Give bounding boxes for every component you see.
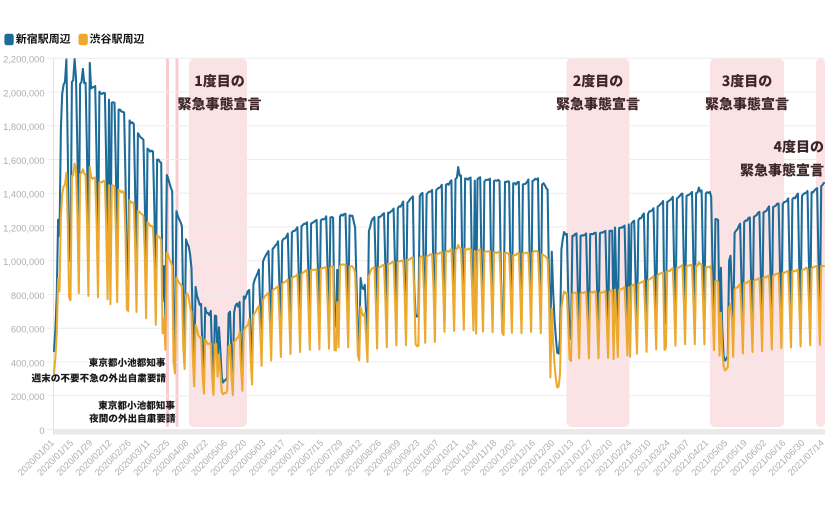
svg-text:200,000: 200,000 bbox=[11, 392, 45, 402]
svg-text:1,400,000: 1,400,000 bbox=[3, 190, 44, 200]
svg-text:400,000: 400,000 bbox=[11, 358, 45, 368]
svg-text:600,000: 600,000 bbox=[11, 325, 45, 335]
svg-text:1,200,000: 1,200,000 bbox=[3, 223, 44, 233]
svg-text:1,800,000: 1,800,000 bbox=[3, 122, 44, 132]
svg-text:800,000: 800,000 bbox=[11, 291, 45, 301]
svg-text:1,600,000: 1,600,000 bbox=[3, 156, 44, 166]
svg-text:2,000,000: 2,000,000 bbox=[3, 88, 44, 98]
svg-text:0: 0 bbox=[39, 426, 44, 436]
svg-text:1,000,000: 1,000,000 bbox=[3, 257, 44, 267]
svg-text:2,200,000: 2,200,000 bbox=[3, 55, 44, 65]
